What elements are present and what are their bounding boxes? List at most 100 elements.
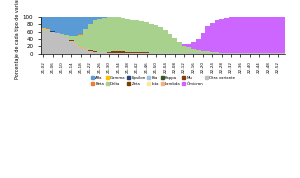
Bar xyxy=(50,31,55,32)
Bar xyxy=(106,53,111,54)
Bar xyxy=(200,53,205,54)
Bar xyxy=(224,18,229,53)
Bar xyxy=(130,20,135,52)
Bar xyxy=(205,53,210,54)
Bar xyxy=(191,42,196,49)
Bar xyxy=(50,17,55,31)
Bar xyxy=(130,52,135,53)
Bar xyxy=(64,35,69,36)
Bar xyxy=(60,35,64,54)
Bar xyxy=(41,28,46,29)
Bar xyxy=(233,17,238,53)
Bar xyxy=(125,53,130,54)
Bar xyxy=(191,53,196,54)
Bar xyxy=(266,17,271,53)
Bar xyxy=(196,50,200,53)
Bar xyxy=(135,53,140,54)
Bar xyxy=(60,34,64,35)
Bar xyxy=(55,17,60,33)
Bar xyxy=(257,53,262,54)
Bar xyxy=(248,53,252,54)
Bar xyxy=(144,22,149,53)
Bar xyxy=(74,43,79,44)
Bar xyxy=(116,51,121,53)
Bar xyxy=(210,23,214,52)
Bar xyxy=(144,53,149,54)
Bar xyxy=(92,20,97,51)
Bar xyxy=(158,27,163,53)
Bar xyxy=(219,53,224,54)
Bar xyxy=(262,17,266,53)
Bar xyxy=(238,17,243,53)
Bar xyxy=(46,30,50,54)
Bar xyxy=(177,53,182,54)
Bar xyxy=(79,17,83,35)
Bar xyxy=(276,17,280,53)
Bar xyxy=(210,53,214,54)
Bar xyxy=(130,53,135,54)
Bar xyxy=(74,17,79,36)
Y-axis label: Porcentaje de cada tipo de variante: Porcentaje de cada tipo de variante xyxy=(15,0,20,79)
Bar xyxy=(64,37,69,54)
Bar xyxy=(172,38,177,53)
Bar xyxy=(214,20,219,52)
Bar xyxy=(182,53,186,54)
Bar xyxy=(125,52,130,53)
Bar xyxy=(238,53,243,54)
Bar xyxy=(177,41,182,42)
Bar xyxy=(106,52,111,53)
Bar xyxy=(205,26,210,51)
Bar xyxy=(41,17,46,28)
Bar xyxy=(252,53,257,54)
Bar xyxy=(92,52,97,54)
Bar xyxy=(149,24,154,53)
Bar xyxy=(214,53,219,54)
Bar xyxy=(79,47,83,48)
Bar xyxy=(182,44,186,46)
Bar xyxy=(125,19,130,52)
Bar xyxy=(116,17,121,51)
Bar xyxy=(191,49,196,53)
Bar xyxy=(102,52,106,53)
Bar xyxy=(149,53,154,54)
Bar xyxy=(233,53,238,54)
Bar xyxy=(163,53,168,54)
Bar xyxy=(266,53,271,54)
Bar xyxy=(111,17,116,51)
Bar xyxy=(257,17,262,53)
Bar xyxy=(83,17,88,29)
Bar xyxy=(219,19,224,53)
Bar xyxy=(41,29,46,54)
Bar xyxy=(88,24,92,50)
Bar xyxy=(102,53,106,54)
Bar xyxy=(135,20,140,53)
Bar xyxy=(111,53,116,54)
Bar xyxy=(46,29,50,30)
Bar xyxy=(64,36,69,37)
Bar xyxy=(121,53,125,54)
Bar xyxy=(276,53,280,54)
Bar xyxy=(200,33,205,51)
Bar xyxy=(280,17,285,53)
Bar xyxy=(69,17,74,36)
Bar xyxy=(196,39,200,50)
Bar xyxy=(111,51,116,53)
Bar xyxy=(154,53,158,54)
Bar xyxy=(83,29,88,49)
Bar xyxy=(200,51,205,53)
Bar xyxy=(83,50,88,54)
Bar xyxy=(210,52,214,53)
Bar xyxy=(271,17,276,53)
Bar xyxy=(186,44,191,47)
Bar xyxy=(74,36,79,43)
Bar xyxy=(74,44,79,54)
Bar xyxy=(88,17,92,24)
Bar xyxy=(140,21,144,53)
Bar xyxy=(280,53,285,54)
Bar xyxy=(158,53,163,54)
Bar xyxy=(121,51,125,53)
Bar xyxy=(97,17,102,19)
Bar xyxy=(50,32,55,54)
Bar xyxy=(177,42,182,53)
Bar xyxy=(88,50,92,51)
